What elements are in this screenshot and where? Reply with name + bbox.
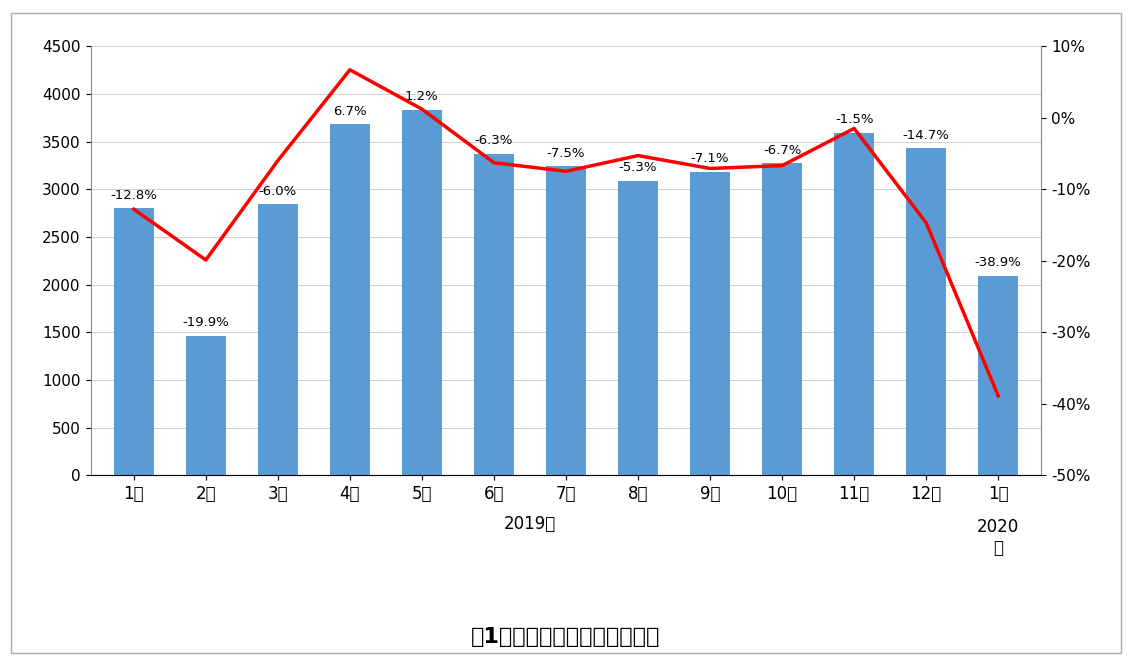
Bar xyxy=(114,209,154,475)
Text: 图1：国内手机市场出货量情况: 图1：国内手机市场出货量情况 xyxy=(471,627,661,647)
Bar xyxy=(978,276,1018,475)
Text: 1.2%: 1.2% xyxy=(405,90,439,104)
Bar xyxy=(474,154,514,475)
Bar xyxy=(258,205,298,475)
Text: -14.7%: -14.7% xyxy=(902,129,950,141)
Bar xyxy=(691,172,730,475)
Text: -5.3%: -5.3% xyxy=(619,161,658,174)
Text: -38.9%: -38.9% xyxy=(975,256,1021,269)
Bar xyxy=(402,110,441,475)
Bar xyxy=(546,166,586,475)
Bar xyxy=(907,148,946,475)
Bar xyxy=(186,336,225,475)
Text: -6.0%: -6.0% xyxy=(259,185,297,198)
Text: 2019年: 2019年 xyxy=(504,515,556,533)
Bar xyxy=(834,133,874,475)
Text: 2020
年: 2020 年 xyxy=(977,518,1019,557)
Text: 6.7%: 6.7% xyxy=(333,105,367,117)
Legend: 出货量（万部）, 同比: 出货量（万部）, 同比 xyxy=(406,659,631,660)
Text: -6.7%: -6.7% xyxy=(763,144,801,157)
Bar xyxy=(618,181,658,475)
Text: -6.3%: -6.3% xyxy=(474,134,513,147)
Bar xyxy=(762,164,801,475)
Text: -1.5%: -1.5% xyxy=(835,114,874,126)
Bar xyxy=(331,124,370,475)
Text: -7.5%: -7.5% xyxy=(547,147,585,160)
Text: -7.1%: -7.1% xyxy=(691,152,729,166)
Text: -19.9%: -19.9% xyxy=(182,316,229,329)
Text: -12.8%: -12.8% xyxy=(110,189,157,201)
